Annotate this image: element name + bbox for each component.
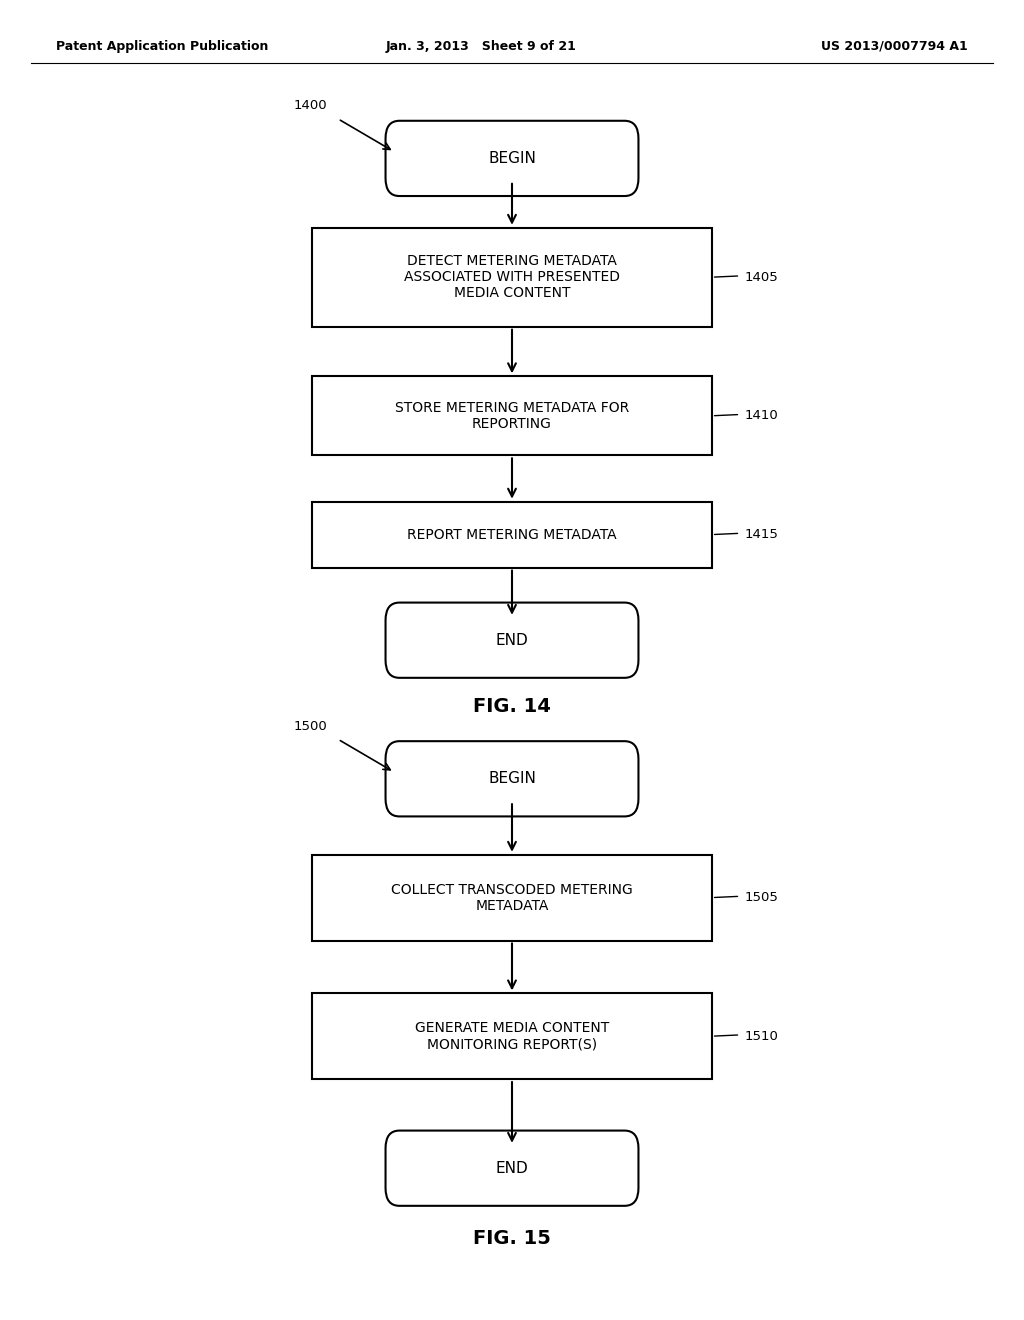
Text: STORE METERING METADATA FOR
REPORTING: STORE METERING METADATA FOR REPORTING (395, 401, 629, 430)
Text: COLLECT TRANSCODED METERING
METADATA: COLLECT TRANSCODED METERING METADATA (391, 883, 633, 912)
Bar (312, 376, 712, 455)
Text: FIG. 15: FIG. 15 (473, 1229, 551, 1247)
Text: 1500: 1500 (294, 719, 328, 733)
Bar (312, 502, 712, 568)
Bar (312, 855, 712, 940)
FancyBboxPatch shape (385, 602, 639, 678)
Text: 1400: 1400 (294, 99, 328, 112)
FancyBboxPatch shape (385, 121, 639, 195)
FancyBboxPatch shape (385, 1130, 639, 1206)
Bar (312, 227, 712, 326)
Text: REPORT METERING METADATA: REPORT METERING METADATA (408, 528, 616, 541)
Text: 1410: 1410 (744, 409, 778, 422)
Bar (312, 993, 712, 1080)
FancyBboxPatch shape (385, 742, 639, 816)
Text: 1505: 1505 (744, 891, 778, 904)
Text: END: END (496, 1160, 528, 1176)
Text: Patent Application Publication: Patent Application Publication (56, 40, 268, 53)
Text: DETECT METERING METADATA
ASSOCIATED WITH PRESENTED
MEDIA CONTENT: DETECT METERING METADATA ASSOCIATED WITH… (404, 253, 620, 301)
Text: Jan. 3, 2013   Sheet 9 of 21: Jan. 3, 2013 Sheet 9 of 21 (386, 40, 577, 53)
Text: US 2013/0007794 A1: US 2013/0007794 A1 (821, 40, 968, 53)
Text: FIG. 14: FIG. 14 (473, 697, 551, 715)
Text: BEGIN: BEGIN (488, 150, 536, 166)
Text: 1405: 1405 (744, 271, 778, 284)
Text: BEGIN: BEGIN (488, 771, 536, 787)
Text: 1415: 1415 (744, 528, 778, 541)
Text: GENERATE MEDIA CONTENT
MONITORING REPORT(S): GENERATE MEDIA CONTENT MONITORING REPORT… (415, 1022, 609, 1051)
Text: END: END (496, 632, 528, 648)
Text: 1510: 1510 (744, 1030, 778, 1043)
